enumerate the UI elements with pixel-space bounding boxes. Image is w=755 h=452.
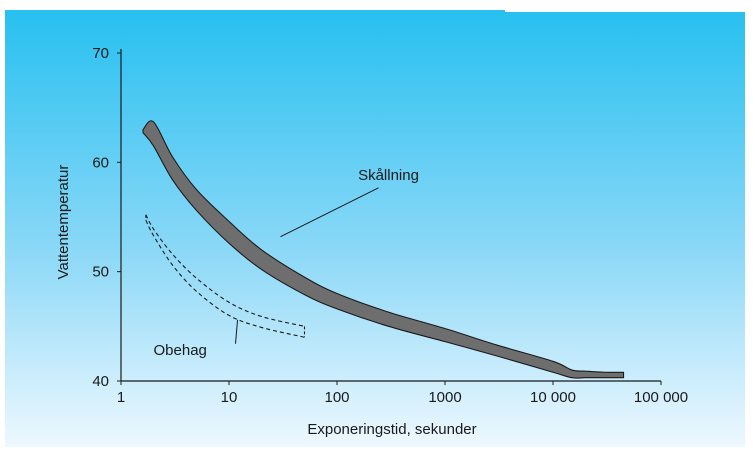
x-tick-label: 100 <box>324 389 349 406</box>
y-tick-label: 40 <box>92 373 109 390</box>
x-axis-label: Exponeringstid, sekunder <box>307 421 476 438</box>
series-discomfort-lower-line <box>145 220 305 338</box>
series-discomfort-upper-line <box>145 214 305 327</box>
annotation-discomfort-leader <box>235 319 239 344</box>
y-tick-label: 50 <box>92 264 109 281</box>
y-tick-label: 70 <box>92 45 109 62</box>
series-layer <box>142 120 625 379</box>
x-tick-label: 1 <box>117 389 125 406</box>
annotation-scald-label: Skållning <box>358 167 419 184</box>
x-tick-label: 10 <box>221 389 238 406</box>
series-scald-band <box>142 120 625 379</box>
x-tick-label: 1000 <box>428 389 461 406</box>
x-tick-label: 100 000 <box>634 389 688 406</box>
x-ticks: 1 10 100 1000 10 000 100 000 <box>117 381 688 406</box>
header-notch <box>505 0 755 12</box>
annotation-layer: Skållning Obehag <box>154 167 419 359</box>
chart-background <box>5 10 750 447</box>
y-axis-label: Vattentemperatur <box>55 165 72 280</box>
y-tick-label: 60 <box>92 154 109 171</box>
x-tick-label: 10 000 <box>530 389 576 406</box>
right-border <box>745 0 755 452</box>
y-ticks: 40 50 60 70 <box>92 45 121 390</box>
annotation-discomfort-label: Obehag <box>154 342 207 359</box>
annotation-scald-leader <box>280 187 379 238</box>
